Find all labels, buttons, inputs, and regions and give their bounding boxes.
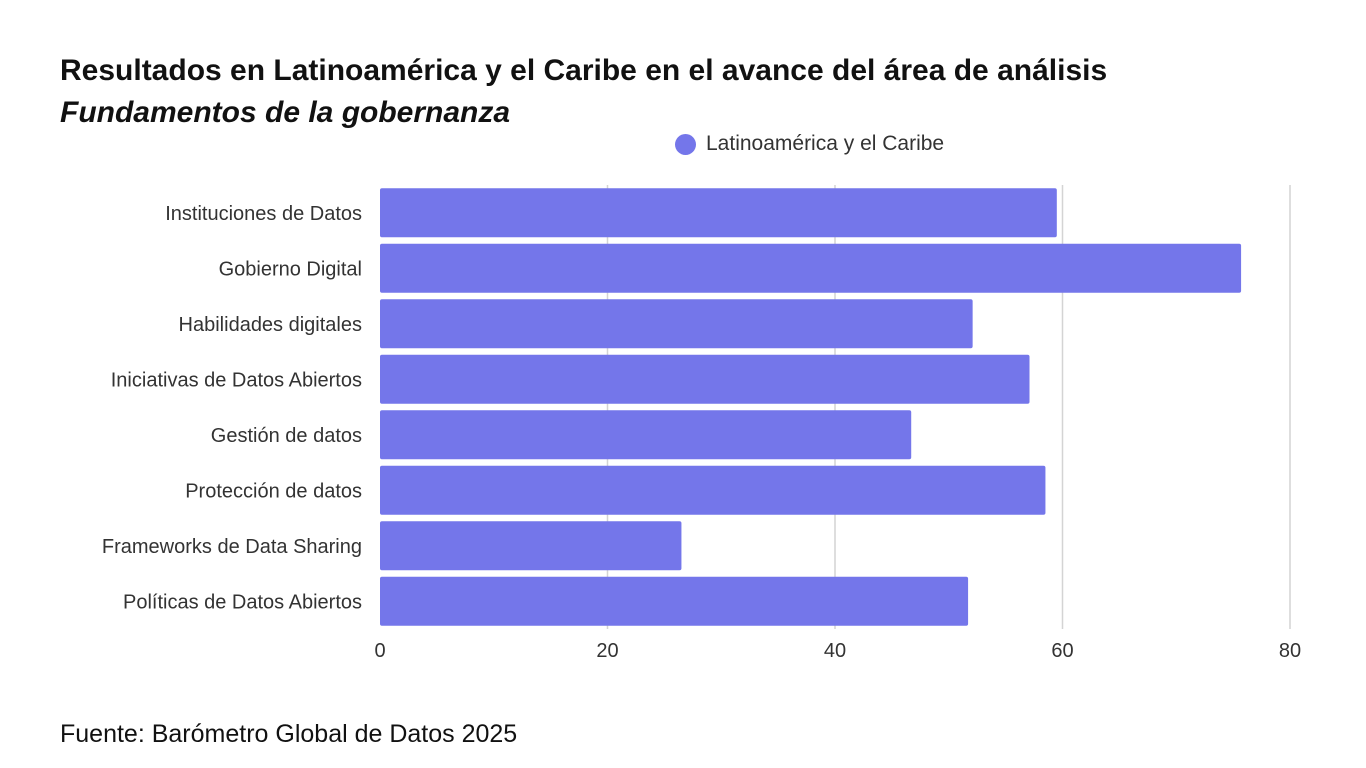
bar[interactable]: [380, 576, 969, 626]
category-label: Políticas de Datos Abiertos: [123, 591, 362, 613]
legend-swatch: [675, 133, 696, 155]
category-label: Protección de datos: [185, 480, 362, 502]
legend-label: Latinoamérica y el Caribe: [706, 132, 945, 155]
category-label: Iniciativas de Datos Abiertos: [111, 369, 362, 391]
bar[interactable]: [380, 410, 912, 460]
x-tick-label: 40: [824, 640, 846, 662]
source-note: Fuente: Barómetro Global de Datos 2025: [60, 720, 518, 748]
chart-legend: Latinoamérica y el Caribe: [675, 132, 944, 156]
category-label: Frameworks de Data Sharing: [102, 536, 362, 558]
category-label: Habilidades digitales: [179, 314, 362, 336]
chart-subtitle: Fundamentos de la gobernanza: [60, 96, 511, 129]
bar[interactable]: [380, 243, 1242, 293]
bar[interactable]: [380, 299, 973, 349]
x-tick-label: 0: [374, 640, 385, 662]
category-label: Gestión de datos: [211, 425, 362, 447]
category-label: Gobierno Digital: [219, 258, 362, 280]
bar[interactable]: [380, 354, 1030, 404]
chart-title: Resultados en Latinoamérica y el Caribe …: [60, 54, 1108, 87]
x-tick-label: 20: [596, 640, 618, 662]
x-tick-label: 60: [1051, 640, 1073, 662]
category-label: Instituciones de Datos: [165, 203, 362, 225]
x-tick-label: 80: [1279, 640, 1301, 662]
bar[interactable]: [380, 465, 1046, 515]
bar-chart: 0 20 40 60 80 Instituciones de Datos Gobierno …: [102, 185, 1301, 662]
bar[interactable]: [380, 521, 682, 571]
bar[interactable]: [380, 188, 1057, 238]
